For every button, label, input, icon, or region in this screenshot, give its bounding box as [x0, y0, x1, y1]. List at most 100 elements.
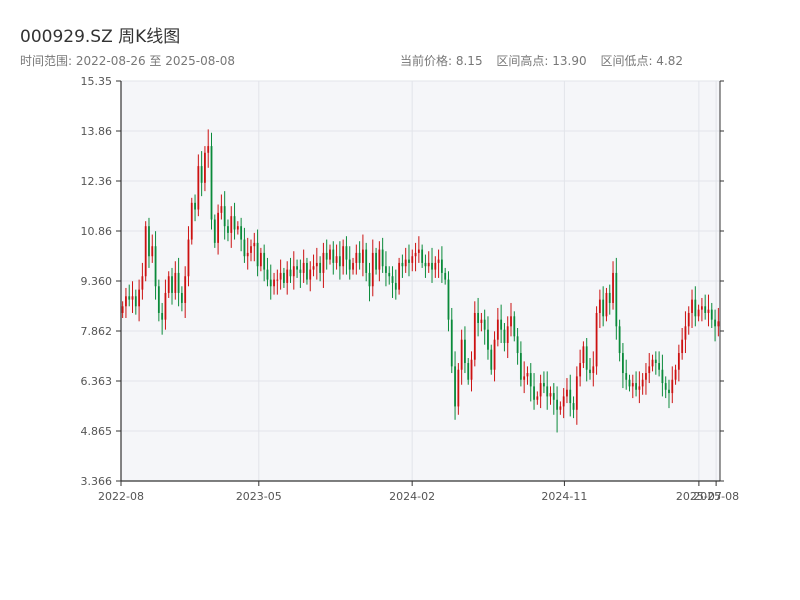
candle-body — [174, 272, 177, 293]
candle-body — [296, 266, 298, 270]
candle-body — [546, 386, 549, 397]
candle-body — [256, 242, 259, 267]
candle-body — [207, 146, 210, 153]
candle-body — [164, 292, 167, 320]
candle-body — [622, 353, 624, 374]
candle-body — [710, 309, 713, 320]
candle-body — [536, 396, 539, 400]
candle-body — [309, 269, 312, 280]
candle-body — [134, 296, 137, 307]
candle-body — [335, 256, 338, 263]
candle-body — [378, 249, 381, 270]
candle-body — [131, 296, 134, 300]
candle-body — [562, 396, 565, 407]
candle-body — [342, 246, 345, 267]
y-tick-label: 6.363 — [81, 375, 113, 388]
candle-body — [292, 266, 295, 277]
candle-body — [691, 299, 693, 313]
candle-body — [273, 279, 275, 287]
candle-body — [266, 269, 269, 280]
candle-body — [217, 212, 219, 243]
candle-body — [681, 339, 684, 354]
candle-body — [200, 166, 203, 183]
candle-body — [358, 252, 361, 263]
stats-bar: 当前价格: 8.15 区间高点: 13.90 区间低点: 4.82 — [400, 52, 693, 69]
candle-body — [467, 363, 470, 380]
candle-body — [559, 406, 562, 410]
x-tick-label: 2025-07 — [676, 490, 722, 503]
candle-body — [618, 326, 621, 354]
candle-body — [322, 252, 325, 273]
candle-body — [312, 266, 315, 270]
candle-body — [365, 249, 368, 273]
candle-body — [171, 276, 173, 293]
candle-body — [355, 252, 358, 263]
candle-body — [608, 292, 611, 303]
candle-body — [352, 262, 354, 270]
candle-body — [332, 249, 335, 263]
candle-body — [496, 319, 499, 340]
candle-body — [240, 226, 243, 240]
y-tick-label: 7.862 — [81, 325, 113, 338]
candle-body — [279, 272, 282, 280]
candle-body — [549, 393, 552, 397]
candle-body — [306, 262, 308, 280]
candle-body — [671, 379, 674, 394]
date-range-text: 时间范围: 2022-08-26 至 2025-08-08 — [20, 54, 235, 68]
candle-body — [388, 272, 391, 277]
candle-body — [668, 389, 670, 394]
candle-body — [286, 269, 289, 283]
candle-body — [677, 353, 680, 370]
candle-body — [654, 359, 657, 364]
candle-body — [299, 269, 302, 273]
candle-body — [523, 376, 526, 380]
candle-body — [697, 309, 700, 317]
candle-body — [717, 321, 720, 327]
candle-body — [141, 276, 144, 290]
candle-body — [638, 386, 641, 390]
candle-body — [645, 373, 647, 380]
candle-body — [704, 306, 707, 313]
candle-body — [592, 366, 595, 374]
candle-body — [506, 326, 509, 344]
y-tick-label: 3.366 — [81, 475, 113, 488]
y-tick-label: 12.36 — [81, 175, 113, 188]
candle-body — [533, 386, 535, 400]
candle-body — [615, 272, 618, 327]
candle-body — [651, 359, 654, 367]
candle-body — [223, 206, 226, 227]
candle-body — [602, 299, 605, 317]
candle-body — [398, 262, 401, 290]
candle-body — [213, 219, 216, 243]
candle-body — [661, 369, 664, 384]
x-tick-label: 2024-11 — [541, 490, 587, 503]
y-tick-label: 15.35 — [81, 75, 113, 88]
candle-body — [404, 259, 407, 267]
candle-body — [635, 383, 637, 390]
candle-body — [483, 319, 486, 330]
y-tick-label: 13.86 — [81, 125, 113, 138]
range-high: 区间高点: 13.90 — [496, 54, 587, 68]
candle-body — [569, 389, 572, 404]
candle-body — [250, 246, 252, 253]
y-tick-label: 4.865 — [81, 425, 113, 438]
candle-body — [167, 276, 170, 293]
candle-body — [325, 252, 328, 260]
candle-body — [714, 319, 716, 327]
candle-body — [440, 259, 443, 273]
candle-body — [566, 389, 568, 397]
candle-body — [368, 272, 371, 287]
candle-body — [470, 359, 473, 380]
x-tick-label: 2025-08 — [693, 490, 739, 503]
x-tick-label: 2024-02 — [389, 490, 435, 503]
current-price: 当前价格: 8.15 — [400, 54, 483, 68]
candle-body — [154, 246, 157, 287]
candle-body — [230, 216, 233, 233]
x-tick-label: 2023-05 — [236, 490, 282, 503]
candle-body — [625, 373, 628, 380]
candle-body — [556, 399, 558, 410]
candle-body — [552, 393, 555, 400]
candle-body — [572, 403, 575, 410]
candle-body — [253, 242, 256, 247]
